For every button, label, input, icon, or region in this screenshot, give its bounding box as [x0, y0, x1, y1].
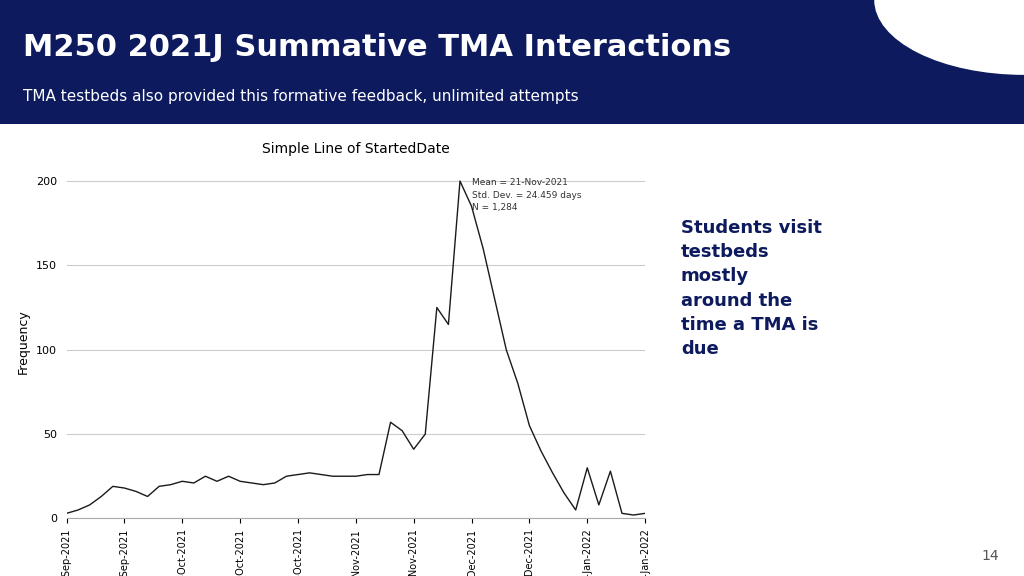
Text: 14: 14 [982, 550, 999, 563]
Title: Simple Line of StartedDate: Simple Line of StartedDate [262, 142, 450, 156]
Text: M250 2021J Summative TMA Interactions: M250 2021J Summative TMA Interactions [23, 33, 731, 62]
Text: TMA testbeds also provided this formative feedback, unlimited attempts: TMA testbeds also provided this formativ… [23, 89, 579, 104]
Text: Mean = 21-Nov-2021
Std. Dev. = 24.459 days
N = 1,284: Mean = 21-Nov-2021 Std. Dev. = 24.459 da… [471, 179, 581, 213]
Text: Students visit
testbeds
mostly
around the
time a TMA is
due: Students visit testbeds mostly around th… [681, 219, 822, 358]
Y-axis label: Frequency: Frequency [17, 309, 30, 374]
